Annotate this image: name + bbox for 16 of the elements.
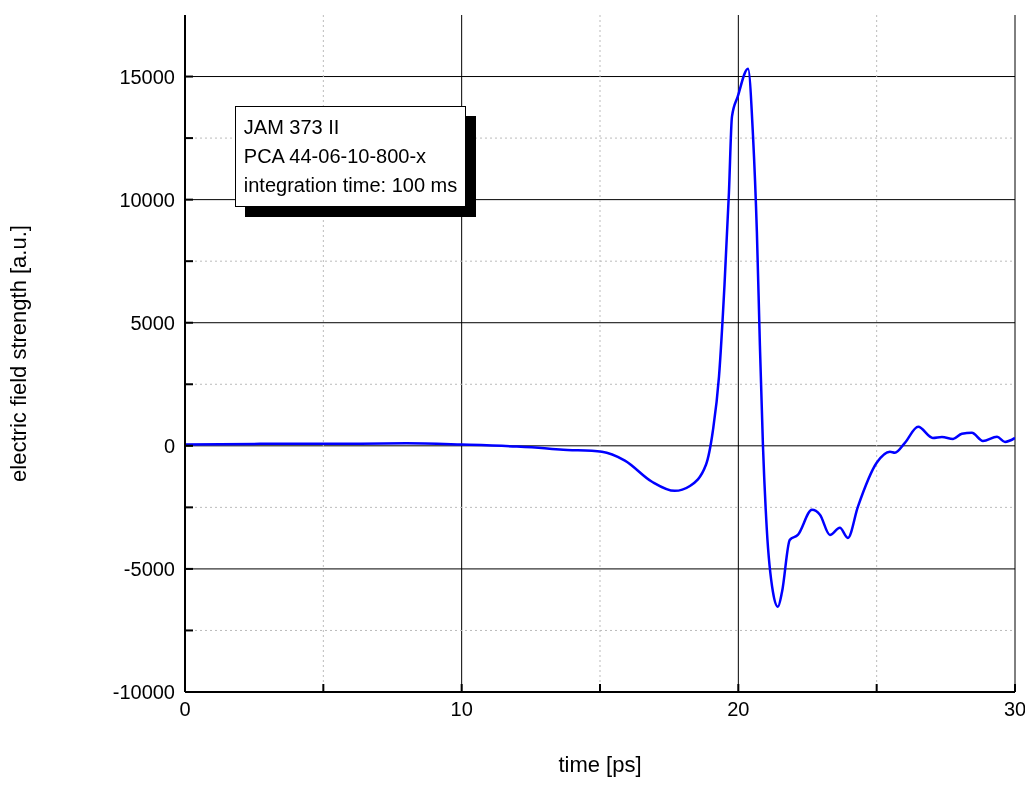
y-tick-label: 15000 bbox=[119, 65, 175, 88]
x-axis-title: time [ps] bbox=[558, 752, 642, 777]
y-tick-label: -5000 bbox=[123, 558, 175, 581]
x-tick-label: 0 bbox=[179, 698, 191, 721]
annotation: JAM 373 II bbox=[243, 115, 341, 141]
y-tick-label: 0 bbox=[163, 434, 175, 457]
annotation: integration time: 100 ms bbox=[243, 173, 458, 199]
x-tick-label: 10 bbox=[450, 698, 473, 721]
x-tick-label: 20 bbox=[727, 698, 750, 721]
y-tick-label: 10000 bbox=[119, 188, 175, 211]
y-axis-title: electric field strength [a.u.] bbox=[5, 225, 31, 482]
y-tick-label: 5000 bbox=[130, 311, 175, 334]
y-tick-label: -10000 bbox=[112, 681, 175, 704]
x-tick-label: 30 bbox=[1003, 698, 1027, 721]
line-series bbox=[185, 67, 1015, 609]
annotation: PCA 44-06-10-800-x bbox=[243, 144, 428, 170]
